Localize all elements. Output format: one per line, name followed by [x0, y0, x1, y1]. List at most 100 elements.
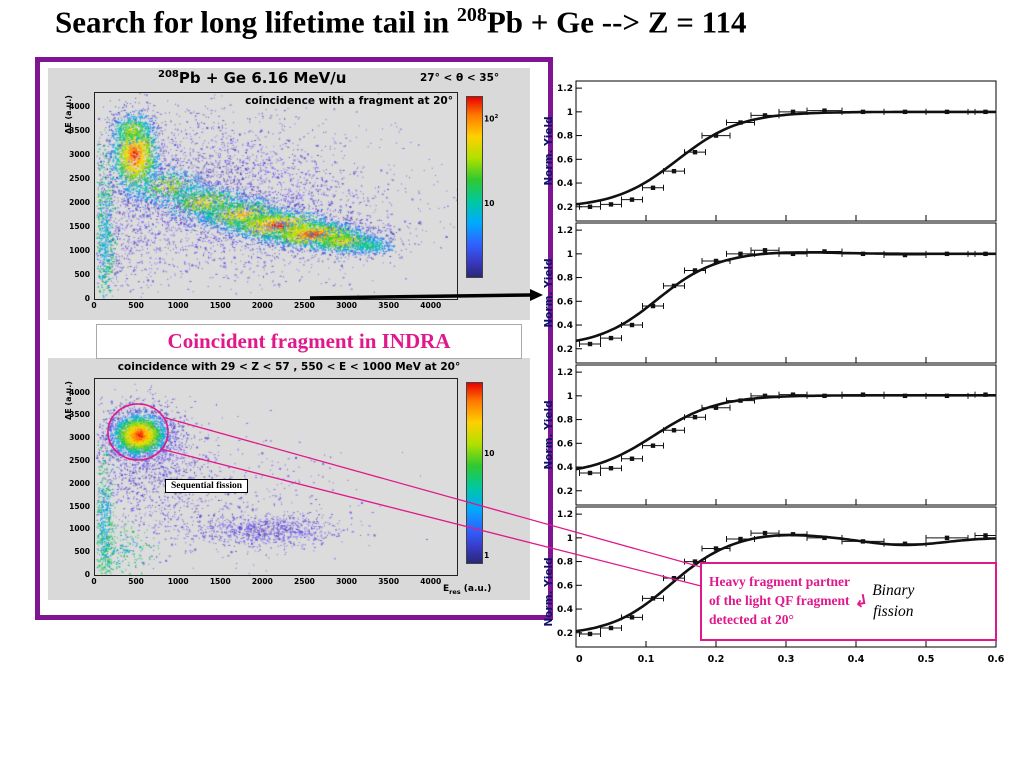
y-tick-label: 0.4 — [557, 605, 573, 615]
y-tick-label: 1 — [567, 534, 573, 544]
y-tick-label: 0.6 — [557, 297, 573, 307]
data-point — [671, 168, 677, 174]
y-tick-label: 4000 — [69, 387, 90, 397]
colorbar — [466, 96, 483, 278]
data-point — [738, 251, 743, 257]
data-point — [671, 428, 677, 433]
data-point — [587, 631, 593, 637]
data-point — [629, 615, 635, 620]
data-point — [671, 283, 677, 289]
x-tick-label: 0.3 — [778, 654, 795, 665]
data-point — [822, 249, 827, 254]
data-point — [944, 535, 950, 541]
y-tick-label: 1 — [567, 108, 573, 118]
data-point — [650, 185, 656, 190]
data-point — [587, 341, 593, 347]
y-tick-label: 0.2 — [557, 345, 573, 355]
y-tick-label: 2500 — [69, 456, 90, 466]
plot-title-text: Pb + Ge 6.16 MeV/u — [178, 69, 347, 87]
callout-box: Heavy fragment partner of the light QF f… — [700, 562, 997, 641]
y-tick-label: 0.8 — [557, 132, 573, 142]
x-tick-label: 500 — [128, 301, 144, 310]
data-point — [738, 120, 743, 125]
data-point — [608, 202, 614, 207]
y-tick-label: 3500 — [69, 410, 90, 420]
data-point — [860, 109, 866, 115]
data-point — [608, 625, 614, 631]
callout-line-2: of the light QF fragment — [709, 593, 850, 609]
data-point — [902, 109, 908, 115]
y-tick-label: 0 — [84, 294, 90, 303]
data-point — [983, 109, 988, 115]
bottom-plot-frame: Sequential fission — [94, 378, 458, 576]
data-point — [629, 322, 635, 328]
y-tick-label: 1 — [567, 250, 573, 260]
data-point — [738, 398, 743, 403]
y-tick-label: 0.8 — [557, 416, 573, 426]
angle-range-label: 27° < θ < 35° — [420, 72, 500, 84]
eres-axis-label-pre: E — [443, 584, 450, 594]
x-tick-label: 0 — [91, 577, 97, 586]
y-tick-label: 1.2 — [557, 368, 573, 378]
y-tick-label: 0.8 — [557, 558, 573, 568]
y-tick-label: 2000 — [69, 198, 90, 208]
yield-panel: Norm. Yield 0.2 0.4 0.6 0.8 1 1.2 — [540, 364, 1024, 506]
x-tick-label: 3000 — [336, 577, 357, 586]
data-point — [608, 335, 614, 341]
data-point — [983, 392, 988, 397]
yield-panel-svg: 0.2 0.4 0.6 0.8 1 1.2 — [557, 364, 997, 506]
y-tick-label: 0.2 — [557, 487, 573, 497]
top-heatmap-plot: 208Pb + Ge 6.16 MeV/u 27° < θ < 35° ΔE (… — [48, 68, 530, 320]
indra-caption-text: Coincident fragment in INDRA — [167, 329, 451, 353]
x-tick-label: 0.4 — [848, 654, 865, 665]
colorbar — [466, 382, 483, 564]
y-tick-label: 1500 — [69, 222, 90, 232]
bottom-heatmap-plot: coincidence with 29 < Z < 57 , 550 < E <… — [48, 358, 530, 600]
yield-panel: Norm. Yield 0.2 0.4 0.6 0.8 1 1.2 — [540, 222, 1024, 364]
data-point — [713, 546, 719, 551]
eres-axis-label: Eres (a.u.) — [443, 584, 491, 596]
data-point — [629, 197, 635, 202]
data-point — [692, 149, 698, 155]
colorbar-label: 102 — [484, 114, 499, 124]
bottom-plot-annotation: coincidence with 29 < Z < 57 , 550 < E <… — [117, 361, 461, 373]
y-tick-label: 0.4 — [557, 463, 573, 473]
data-point — [713, 405, 719, 410]
data-point — [902, 393, 908, 399]
data-point — [762, 530, 768, 536]
y-tick-label: 1000 — [69, 524, 90, 534]
y-tick-label: 2000 — [69, 478, 90, 488]
colorbar-label: 10 — [484, 199, 495, 208]
yield-panel-svg: 0.2 0.4 0.6 0.8 1 1.2 — [557, 80, 997, 222]
colorbar-label: 10 — [484, 449, 495, 458]
data-point — [790, 392, 796, 397]
eres-axis-label-sub: res — [449, 587, 461, 596]
eres-axis-label-post: (a.u.) — [460, 584, 492, 594]
data-point — [713, 258, 719, 264]
y-tick-label: 0.2 — [557, 629, 573, 639]
binary-fission-label: Binary fission — [872, 581, 914, 621]
y-tick-label: 1 — [567, 392, 573, 402]
y-tick-label: 3500 — [69, 126, 90, 136]
data-point — [860, 392, 866, 397]
y-tick-label: 0.2 — [557, 203, 573, 213]
data-point — [822, 108, 827, 113]
top-plot-title: 208Pb + Ge 6.16 MeV/u — [158, 69, 346, 87]
data-point — [860, 251, 866, 257]
x-tick-label: 3500 — [378, 577, 400, 586]
data-point — [671, 575, 677, 581]
y-tick-label: 1.2 — [557, 226, 573, 236]
y-tick-label: 1.2 — [557, 84, 573, 94]
x-tick-label: 0 — [576, 654, 583, 665]
top-heatmap-canvas — [95, 93, 457, 299]
slide-title: Search for long lifetime tail in 208Pb +… — [55, 4, 746, 40]
data-point — [822, 393, 827, 399]
x-tick-label: 1500 — [209, 301, 231, 310]
x-tick-label: 0.2 — [708, 654, 725, 665]
callout-line-3: detected at 20° — [709, 611, 794, 627]
indra-caption: Coincident fragment in INDRA — [96, 324, 522, 359]
data-point — [692, 268, 698, 273]
data-point — [762, 113, 768, 118]
bottom-heatmap-canvas — [95, 379, 457, 575]
y-tick-label: 3000 — [69, 433, 90, 443]
